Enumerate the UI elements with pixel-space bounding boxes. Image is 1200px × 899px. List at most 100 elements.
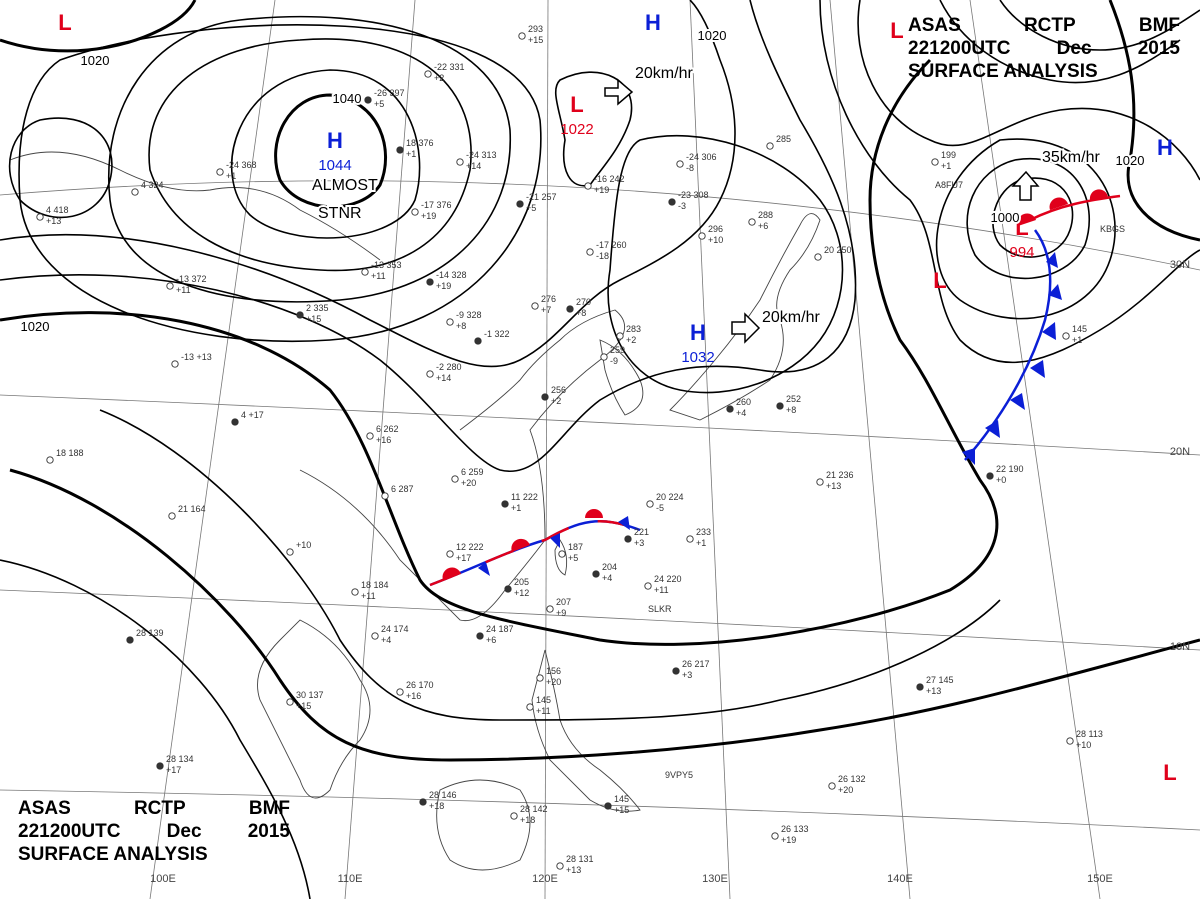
station-tendency-value: +17 xyxy=(166,765,181,775)
station-tendency-value: +11 xyxy=(176,285,191,295)
station-circle-icon xyxy=(426,370,434,378)
station-plot: 30 137+15 xyxy=(286,690,324,711)
station-tendency-value: +13 xyxy=(826,481,841,491)
station-tendency-value: +5 xyxy=(526,203,536,213)
station-pressure-value: 20 250 xyxy=(824,245,852,255)
station-circle-icon xyxy=(586,248,594,256)
station-plot: 270+8 xyxy=(566,297,591,318)
station-code-label: SLKR xyxy=(648,604,672,614)
station-circle-icon xyxy=(351,588,359,596)
station-pressure-value: 24 220 xyxy=(654,574,682,584)
station-pressure-value: 256 xyxy=(551,385,566,395)
taiwan-coast xyxy=(554,539,568,576)
station-pressure-value: 293 xyxy=(528,24,543,34)
longitude-line-120e xyxy=(544,0,549,899)
station-circle-icon xyxy=(216,168,224,176)
mongolia-boundary xyxy=(9,151,381,261)
valid-month: Dec xyxy=(1056,38,1092,59)
station-pressure-value: -2 280 xyxy=(436,362,462,372)
station-circle-icon xyxy=(616,332,624,340)
station-plot: 205+12 xyxy=(504,577,529,598)
station-plot: 6 287 xyxy=(381,484,414,500)
station-pressure-value: -24 368 xyxy=(226,160,257,170)
station-plot: 283+2 xyxy=(616,324,641,345)
station-circle-icon xyxy=(446,318,454,326)
station-plot: 22 190+0 xyxy=(986,464,1024,485)
station-pressure-value: 288 xyxy=(758,210,773,220)
motion-arrow-icon xyxy=(604,78,634,106)
isobar-east-low-2 xyxy=(966,157,1090,280)
station-plot: -24 368+1 xyxy=(216,160,257,181)
station-circle-icon xyxy=(624,535,632,543)
station-circle-icon xyxy=(816,478,824,486)
station-pressure-value: 252 xyxy=(786,394,801,404)
station-circle-icon xyxy=(592,570,600,578)
station-circle-icon xyxy=(541,393,549,401)
station-plot: 207+9 xyxy=(546,597,571,618)
station-plot: 4 +17 xyxy=(231,410,264,426)
station-circle-icon xyxy=(536,674,544,682)
station-circle-icon xyxy=(451,475,459,483)
japan-coast xyxy=(669,213,821,421)
station-pressure-value: 28 113 xyxy=(1076,729,1103,739)
station-circle-icon xyxy=(361,268,369,276)
station-circle-icon xyxy=(131,188,139,196)
station-tendency-value: +1 xyxy=(406,149,416,159)
station-pressure-value: 2 335 xyxy=(306,303,329,313)
pressure-center-value: 994 xyxy=(1009,244,1034,261)
station-circle-icon xyxy=(456,158,464,166)
station-pressure-value: 4 324 xyxy=(141,180,164,190)
station-circle-icon xyxy=(604,802,612,810)
station-circle-icon xyxy=(672,667,680,675)
station-tendency-value: +17 xyxy=(456,553,471,563)
product-code: BMF xyxy=(248,798,290,819)
station-plot: 276+7 xyxy=(531,294,556,315)
station-plot: 21 164 xyxy=(168,504,206,520)
station-tendency-value: +5 xyxy=(374,99,384,109)
station-plot: 233+1 xyxy=(686,527,711,548)
station-tendency-value: +10 xyxy=(1076,740,1091,750)
longitude-label: 130E xyxy=(702,873,728,885)
station-plot: 26 133+19 xyxy=(771,824,809,845)
station-tendency-value: +4 xyxy=(736,408,746,418)
station-pressure-value: 24 174 xyxy=(381,624,409,634)
station-circle-icon xyxy=(546,605,554,613)
station-plot: 199+1 xyxy=(931,150,956,171)
motion-arrow-icon xyxy=(731,312,761,344)
cold-front-east-teeth xyxy=(962,252,1062,465)
station-circle-icon xyxy=(126,636,134,644)
station-plot: 259-9 xyxy=(600,345,625,366)
station-pressure-value: 285 xyxy=(776,134,791,144)
high-pressure-icon: H xyxy=(690,320,706,345)
station-pressure-value: 233 xyxy=(696,527,711,537)
station-circle-icon xyxy=(566,305,574,313)
station-tendency-value: +15 xyxy=(528,35,543,45)
isobar-ne-1 xyxy=(939,0,1181,84)
station-circle-icon xyxy=(296,311,304,319)
station-pressure-value: -22 331 xyxy=(434,62,465,72)
station-circle-icon xyxy=(771,832,779,840)
isobar-east-low-3 xyxy=(935,138,1116,320)
low-pressure-icon: L xyxy=(58,10,71,35)
station-circle-icon xyxy=(676,160,684,168)
station-pressure-value: 11 222 xyxy=(511,492,538,502)
longitude-label: 140E xyxy=(887,873,913,885)
low-pressure-icon: L xyxy=(1015,215,1028,240)
station-pressure-value: 199 xyxy=(941,150,956,160)
station-tendency-value: +11 xyxy=(361,591,376,601)
station-pressure-value: 205 xyxy=(514,577,529,587)
station-plot: 28 142+18 xyxy=(510,804,548,825)
station-pressure-value: -13 353 xyxy=(371,260,402,270)
station-plot: 18 188 xyxy=(46,448,84,464)
station-plot: 288+6 xyxy=(748,210,773,231)
product-title: SURFACE ANALYSIS xyxy=(908,61,1098,82)
station-tendency-value: +2 xyxy=(551,396,561,406)
station-pressure-value: 30 137 xyxy=(296,690,324,700)
station-plot: 28 113+10 xyxy=(1066,729,1103,750)
station-plot: 4 324 xyxy=(131,180,164,196)
longitude-label: 100E xyxy=(150,873,176,885)
low-pressure-icon: L xyxy=(570,92,583,117)
station-circle-icon xyxy=(558,550,566,558)
station-circle-icon xyxy=(396,688,404,696)
station-circle-icon xyxy=(286,698,294,706)
